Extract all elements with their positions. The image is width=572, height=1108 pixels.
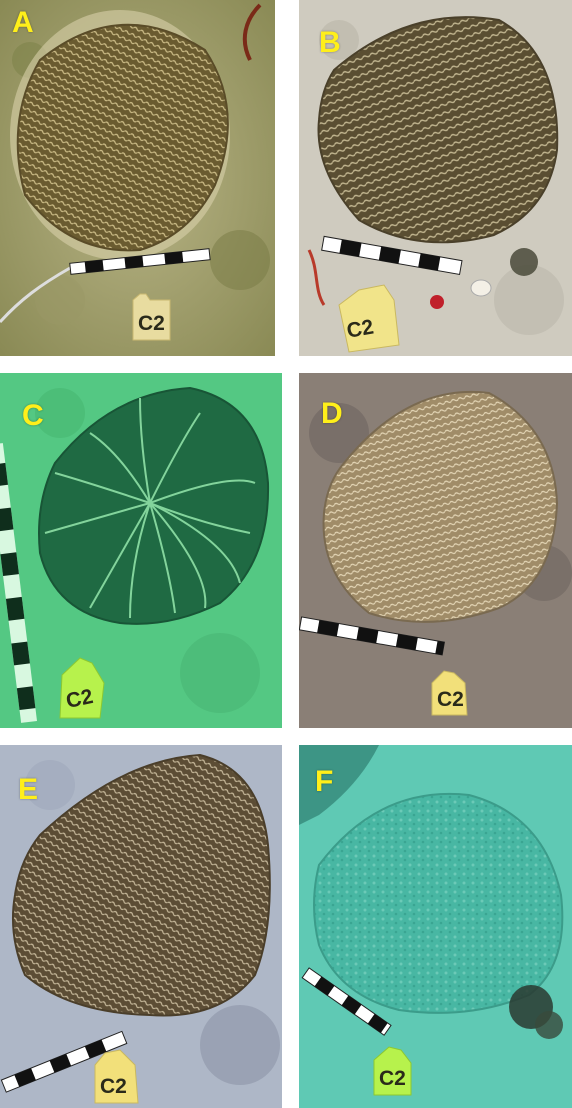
photo-panel-b: C2 B (299, 0, 572, 356)
photo-panel-c: C2 C (0, 373, 282, 728)
coral-photo-d: C2 (299, 373, 572, 728)
coral-photo-c: C2 (0, 373, 282, 728)
photo-panel-e: C2 E (0, 745, 282, 1108)
panel-label-e: E (18, 773, 39, 806)
panel-label-a: A (12, 6, 34, 39)
scale-bar-c (0, 443, 38, 723)
coral-photo-e: C2 (0, 745, 282, 1108)
tag-label-b: C2 (345, 315, 375, 342)
tag-label-a: C2 (138, 312, 165, 335)
scale-bar-f (301, 967, 392, 1036)
coral-photo-f: C2 (299, 745, 572, 1108)
tag-label-c: C2 (64, 685, 95, 713)
coral-photo-a: C2 (0, 0, 275, 356)
panel-label-d: D (321, 397, 343, 430)
panel-label-c: C (22, 399, 44, 432)
tag-label-f: C2 (379, 1067, 406, 1090)
tag-label-d: C2 (437, 688, 464, 711)
photo-panel-f: C2 F (299, 745, 572, 1108)
tag-label-e: C2 (100, 1075, 127, 1098)
scale-bar-a (69, 248, 211, 275)
scale-bar-d (299, 616, 446, 656)
photo-panel-d: C2 D (299, 373, 572, 728)
photo-panel-a: C2 A (0, 0, 275, 356)
panel-label-f: F (315, 765, 334, 798)
scale-bar-b (321, 235, 463, 276)
scale-bar-e (0, 1030, 128, 1093)
coral-photo-b: C2 (299, 0, 572, 356)
panel-label-b: B (319, 26, 341, 59)
